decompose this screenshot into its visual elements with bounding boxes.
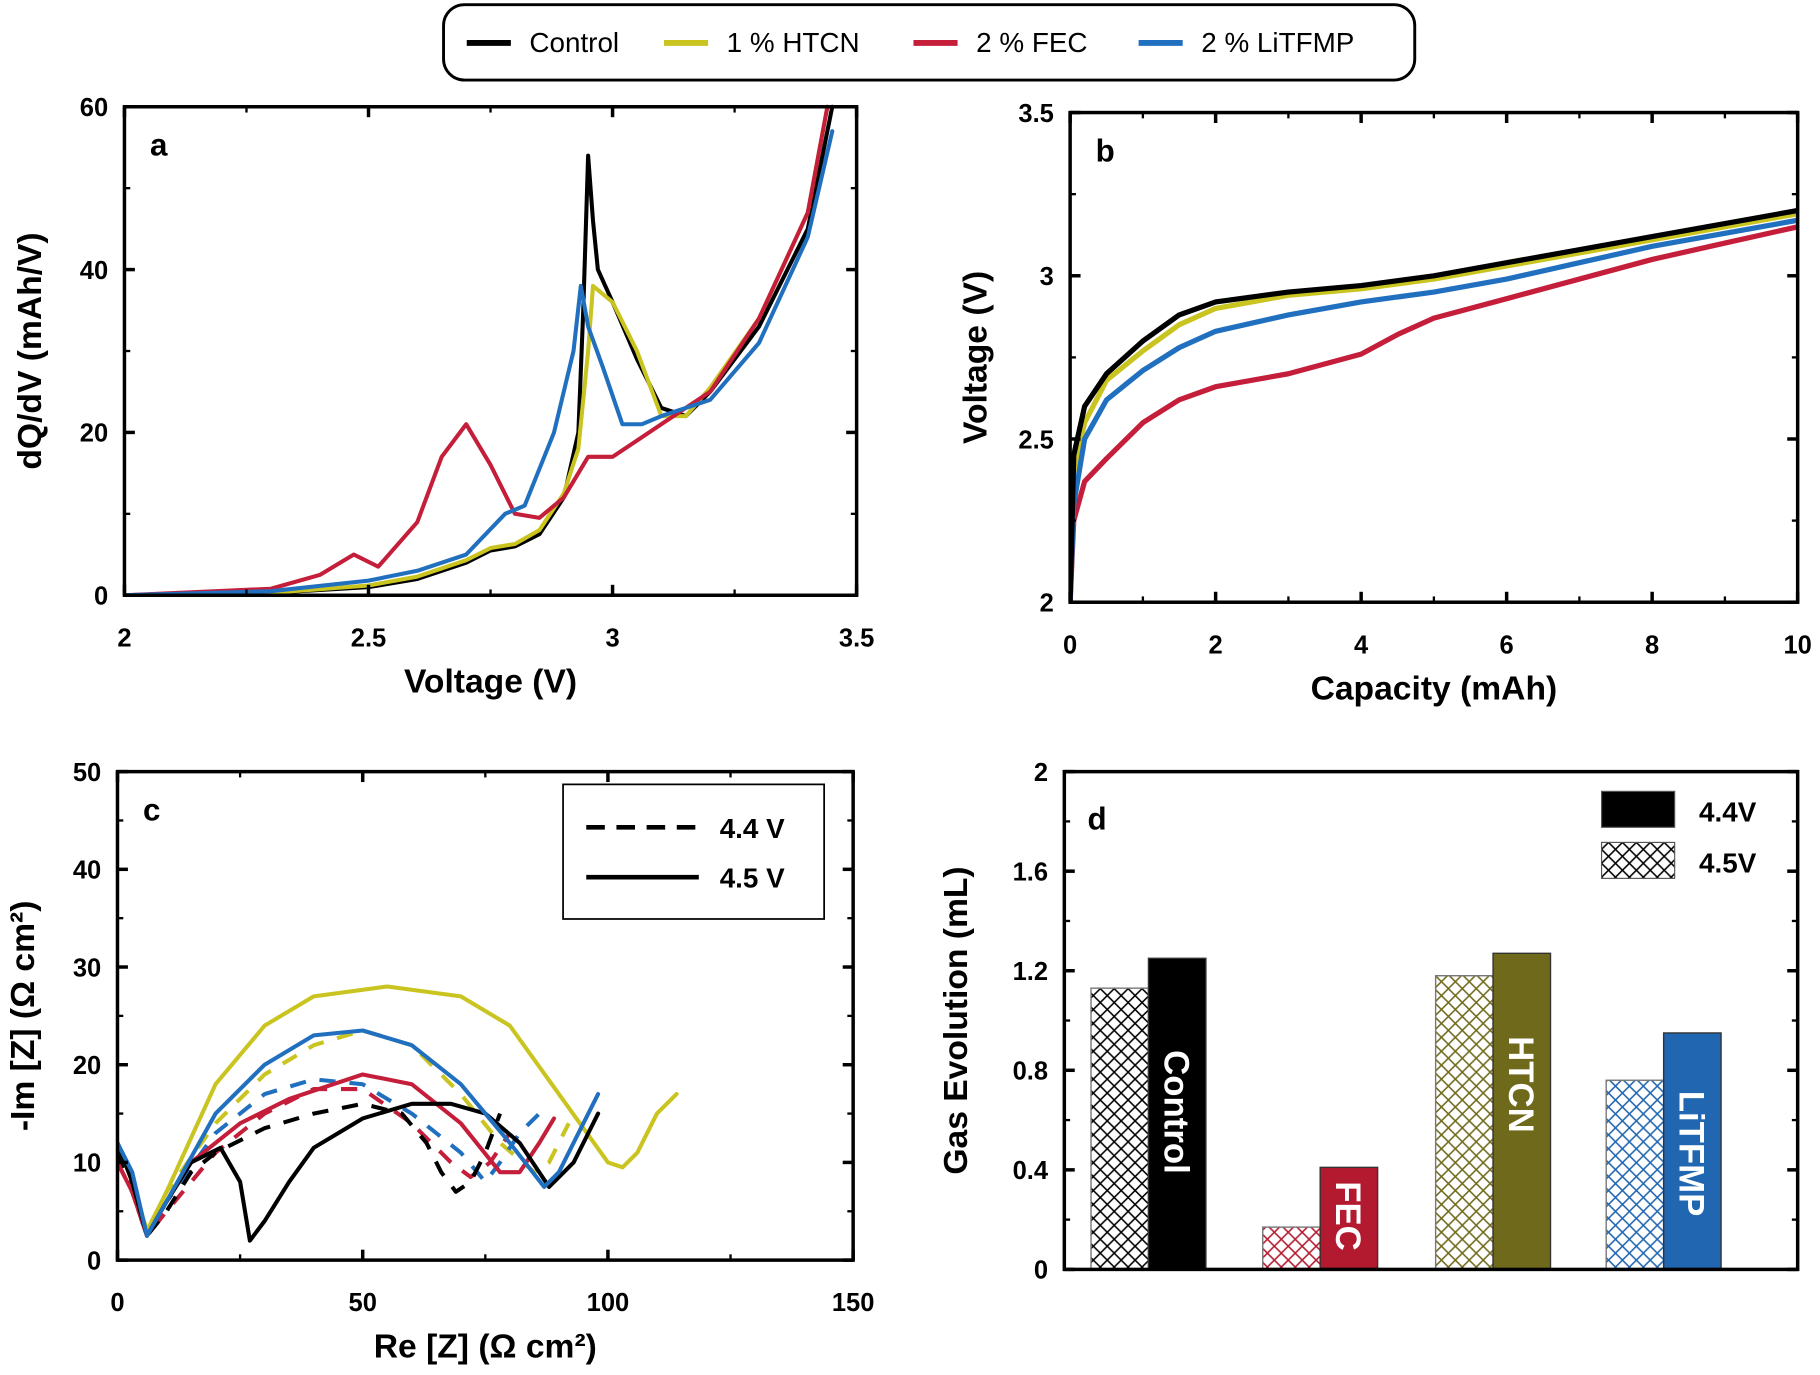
- bar-litfmp-45v: [1605, 1079, 1665, 1271]
- legend-label: 4.4 V: [720, 813, 785, 844]
- x-tick-label: 3.5: [839, 624, 874, 652]
- y-tick-label: 20: [80, 420, 108, 448]
- legend-label: 4.5V: [1699, 848, 1757, 879]
- x-tick-label: 2: [117, 624, 131, 652]
- legend-box: [562, 783, 826, 920]
- series-line-fec: [124, 104, 830, 596]
- legend-label: 2 % FEC: [976, 27, 1087, 58]
- bar-htcn-44v: [1492, 952, 1552, 1271]
- series-group: [1070, 207, 1798, 603]
- y-tick-label: 0.4: [1013, 1157, 1049, 1185]
- x-tick-label: 50: [349, 1289, 377, 1317]
- y-tick-label: 3: [1040, 263, 1054, 291]
- y-tick-label: 2.5: [1018, 426, 1053, 454]
- panel-label: d: [1088, 802, 1107, 837]
- x-tick-label: 6: [1500, 631, 1514, 659]
- y-tick-label: 2: [1034, 759, 1048, 787]
- x-tick-label: 10: [1783, 631, 1811, 659]
- bar-legend: 4.4V 4.5V: [1600, 790, 1757, 879]
- series-line-control: [124, 104, 835, 596]
- y-axis-label: Voltage (V): [958, 271, 995, 444]
- y-tick-label: 2: [1040, 589, 1054, 617]
- panel-c-impedance-chart: 0 10 20 30 40 50 0 50 100 150 Re [Z] (Ω cm²) -Im [Z…: [5, 759, 874, 1366]
- series-line-htcn-solid: [117, 984, 679, 1233]
- bar-category-label: HTCN: [1501, 1036, 1540, 1133]
- legend-label: Control: [529, 27, 619, 58]
- series-line-litfmp: [124, 129, 835, 596]
- bar-category-label: LiTFMP: [1672, 1091, 1711, 1217]
- series-line-fec-dashed: [117, 1087, 512, 1238]
- series-group: [117, 984, 679, 1243]
- y-tick-label: 0: [87, 1247, 101, 1275]
- legend-label: 4.5 V: [720, 863, 785, 894]
- legend-swatch: [1600, 790, 1676, 828]
- y-tick-label: 1.6: [1013, 858, 1048, 886]
- shared-legend: Control 1 % HTCN 2 % FEC 2 % LiTFMP: [442, 3, 1417, 82]
- x-axis-label: Capacity (mAh): [1311, 671, 1558, 708]
- series-line-litfmp: [1070, 217, 1798, 603]
- y-tick-label: 40: [80, 257, 108, 285]
- x-tick-label: 8: [1645, 631, 1659, 659]
- y-tick-label: 0: [94, 583, 108, 611]
- series-line-htcn: [1070, 211, 1798, 603]
- y-axis-label: dQ/dV (mAh/V): [12, 232, 49, 469]
- y-tick-label: 50: [73, 759, 101, 787]
- plot-frame: [122, 105, 859, 597]
- series-line-htcn: [124, 104, 830, 596]
- y-tick-label: 10: [73, 1150, 101, 1178]
- x-axis-label: Voltage (V): [404, 664, 577, 701]
- bar-control-44v: [1147, 957, 1207, 1271]
- panel-label: c: [143, 792, 160, 827]
- legend-label: 1 % HTCN: [727, 27, 860, 58]
- y-tick-label: 30: [73, 954, 101, 982]
- x-tick-label: 2.5: [351, 624, 386, 652]
- panel-d-gas-bar-chart: Control FEC HTCN LiTFMP 0 0.4 0.8 1.2 1.6 2 Gas Ev…: [938, 759, 1800, 1285]
- bar-category-label: FEC: [1328, 1181, 1367, 1251]
- y-axis-label: -Im [Z] (Ω cm²): [5, 901, 42, 1132]
- y-tick-label: 3.5: [1018, 100, 1053, 128]
- x-tick-label: 0: [1063, 631, 1077, 659]
- x-tick-label: 4: [1354, 631, 1369, 659]
- series-group: [124, 104, 835, 596]
- y-tick-label: 0: [1034, 1257, 1048, 1285]
- bar-htcn-45v: [1434, 975, 1494, 1271]
- x-axis-label: Re [Z] (Ω cm²): [374, 1329, 597, 1366]
- series-line-control: [1070, 207, 1798, 603]
- line-style-legend: 4.4 V 4.5 V: [562, 783, 826, 920]
- x-tick-label: 2: [1209, 631, 1223, 659]
- y-axis-label: Gas Evolution (mL): [938, 866, 975, 1174]
- bar-control-45v: [1090, 987, 1150, 1271]
- x-tick-label: 0: [110, 1289, 124, 1317]
- series-line-fec: [1070, 224, 1798, 603]
- y-tick-label: 40: [73, 857, 101, 885]
- bar-fec-44v: [1319, 1166, 1379, 1271]
- y-tick-label: 1.2: [1013, 958, 1048, 986]
- bar-fec-45v: [1262, 1226, 1321, 1271]
- x-tick-label: 100: [587, 1289, 630, 1317]
- series-line-litfmp-solid: [117, 1028, 601, 1238]
- panel-a-dqdv-chart: 0 20 40 60 2 2.5 3 3.5 Voltage (V) dQ/dV (mAh/V) a: [12, 94, 874, 701]
- y-tick-label: 0.8: [1013, 1058, 1048, 1086]
- x-tick-label: 3: [605, 624, 619, 652]
- panel-label: a: [150, 127, 168, 162]
- series-line-control-dashed: [117, 1101, 502, 1238]
- legend-swatch: [1600, 841, 1676, 879]
- y-tick-label: 60: [80, 94, 108, 122]
- x-tick-label: 150: [832, 1289, 875, 1317]
- panel-label: b: [1096, 133, 1115, 168]
- bar-litfmp-44v: [1662, 1032, 1722, 1271]
- legend-label: 4.4V: [1699, 797, 1757, 828]
- bar-category-label: Control: [1156, 1050, 1195, 1174]
- y-tick-label: 20: [73, 1052, 101, 1080]
- legend-label: 2 % LiTFMP: [1201, 27, 1354, 58]
- plot-frame: [1068, 110, 1800, 604]
